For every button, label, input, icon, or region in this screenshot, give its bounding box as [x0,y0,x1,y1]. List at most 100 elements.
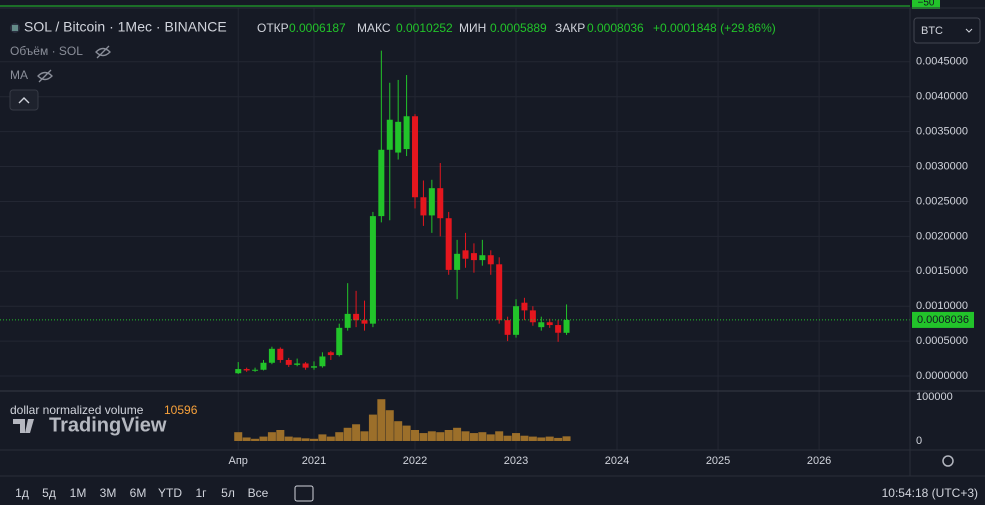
range-button[interactable]: 1д [15,486,29,500]
currency: BTC [921,25,943,37]
clock: 10:54:18 (UTC+3) [882,486,978,500]
symbol-icon-mark [12,25,18,31]
close-label: ЗАКР [555,21,585,35]
volume-bar [461,431,470,441]
candle-body [378,149,385,217]
candle-body [310,366,317,368]
eye-icon[interactable] [95,45,111,59]
candle-body [336,327,343,356]
candle-body [412,116,419,198]
open-value: 0.0006187 [289,21,346,35]
marks: 0.0008036 [0,50,974,441]
volume-label: dollar normalized volume [10,403,144,417]
volume-bar [528,436,537,441]
candle-body [462,250,469,259]
top-pane-tag [912,0,940,9]
candle-body [403,116,410,150]
y-tick-label: 0.0035000 [916,126,968,138]
settings-icon[interactable] [942,455,954,467]
candle-body [369,216,376,324]
range-button[interactable]: 3M [100,486,117,500]
candle-body [260,362,267,370]
chevron [965,28,973,33]
volume-bar [520,435,529,441]
top-pane-label: −50 [918,0,935,9]
candle-body [538,322,545,328]
x-tick-label: 2024 [605,455,629,467]
volume-bar [242,437,251,441]
indicator[interactable]: Объём · SOL [10,44,83,58]
candle-body [353,313,360,321]
volume-bar [360,431,369,441]
range-button[interactable]: 6M [130,486,147,500]
volume-bar [436,432,445,441]
candle-body [268,348,275,363]
last-price-label: 0.0008036 [917,314,969,326]
toolbar: 1д 5д 1M 3M 6M YTD 1г 5л Все [15,486,269,500]
x-tick-label: 2021 [302,455,326,467]
candle-body [277,348,284,360]
volume-bar [251,438,260,441]
y-tick-label: 0.0020000 [916,230,968,242]
volume-bar [419,433,428,441]
candle-body [294,363,301,365]
logo: TradingView [49,414,167,436]
candle-body [454,253,461,270]
candle-body [319,356,326,367]
candle-body [428,188,435,216]
y-tick-label: 0.0005000 [916,335,968,347]
volume-bar [427,431,436,441]
volume-bar [267,432,276,441]
open-label: ОТКР [257,21,289,35]
range-button[interactable]: 1г [195,486,207,500]
volume-bar [318,434,327,441]
volume-bar [545,436,554,441]
volume-bar [453,427,462,441]
collapse-button[interactable] [9,89,39,111]
volume-bar [368,414,377,441]
y2-tick-label: 100000 [916,391,953,403]
volume-bar [478,432,487,441]
candle-body [470,253,477,261]
candle-body [504,320,511,335]
calendar-icon[interactable] [294,485,314,502]
y-tick-label: 0.0045000 [916,56,968,68]
x-tick-label: Апр [229,455,248,467]
y-tick-label: 0.0010000 [916,300,968,312]
y-tick-label: 0.0000000 [916,370,968,382]
candle-body [437,188,444,219]
high-value: 0.0010252 [396,21,453,35]
candle-body [327,352,334,356]
range-button[interactable]: 5л [221,486,235,500]
range-button[interactable]: Все [248,486,269,500]
volume-bar [335,432,344,441]
eye-icon[interactable] [37,69,53,83]
volume-bar [554,437,563,441]
volume-bar [537,437,546,441]
collapse-icon [18,97,30,104]
low-label: МИН [459,21,486,35]
x-tick-label: 2023 [504,455,528,467]
volume-bar [301,438,310,441]
close-value: 0.0008036 [587,21,644,35]
volume-bar [326,436,335,441]
high-label: МАКС [357,21,391,35]
volume-bar [411,429,420,441]
range-button[interactable]: 1M [70,486,87,500]
range-button[interactable]: YTD [158,486,182,500]
x-tick-label: 2025 [706,455,730,467]
candle-body [361,320,368,324]
candle-body [555,325,562,333]
candle-body [395,121,402,153]
volume-bar [343,427,352,441]
y-tick-label: 0.0015000 [916,265,968,277]
volume-bar [352,424,361,441]
volume-bar [284,436,293,441]
volume-bar [276,429,285,441]
last-price-tag [912,311,974,328]
volume-bar [377,399,386,441]
candle-body [420,197,427,216]
indicator[interactable]: MA [10,68,28,82]
currency-select[interactable] [913,17,981,44]
range-button[interactable]: 5д [42,486,56,500]
